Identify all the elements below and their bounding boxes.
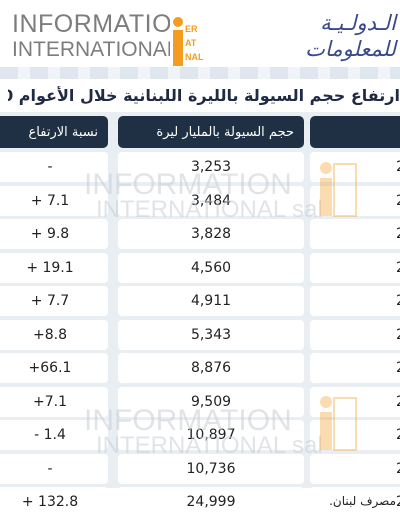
brand-header: INFORMATION INTERNATIONAL sal ER AT NAL … [0,0,400,82]
brand-name-ar: الـدولـيـة للمعلومات [226,10,396,66]
cell-liquidity: 3,828 [118,219,304,249]
column-header-liquidity: حجم السيولة بالمليار ليرة [118,116,304,148]
cell-liquidity: 10,736 [118,454,304,484]
cell-liquidity: 3,484 [118,186,304,216]
cell-liquidity: 8,876 [118,353,304,383]
header-stripe [0,67,400,79]
cell-year: 2 [310,286,400,316]
cell-liquidity: 3,253 [118,152,304,182]
cell-year: 2 [310,454,400,484]
page-title: ارتفاع حجم السيولة بالليرة اللبنانية خلا… [8,86,400,105]
cell-year: 2 [310,353,400,383]
cell-percentage: +66.1 [0,353,108,383]
cell-liquidity: 5,343 [118,320,304,350]
column-header-year [310,116,400,148]
cell-percentage: - [0,454,108,484]
svg-text:AT: AT [185,38,197,48]
svg-text:ER: ER [185,24,198,34]
brand-name-ar-line1: الـدولـيـة [320,11,396,35]
cell-liquidity: 9,509 [118,387,304,417]
cell-percentage: - [0,152,108,182]
source-note: مصرف لبنان. [329,494,396,508]
cell-percentage: + 7.1 [0,186,108,216]
brand-name-en-line1: INFORMATION [12,10,191,38]
cell-percentage: + 132.8 [0,487,108,517]
cell-year: 20 [310,186,400,216]
brand-name-ar-line2: للمعلومات [305,37,396,61]
cell-year: 2 [310,253,400,283]
cell-liquidity: 24,999 [118,487,304,517]
cell-percentage: +8.8 [0,320,108,350]
cell-year: 2 [310,219,400,249]
svg-text:NAL: NAL [185,52,204,62]
brand-logo-icon: ER AT NAL [170,14,210,68]
cell-liquidity: 4,911 [118,286,304,316]
cell-year: 2 [310,320,400,350]
cell-year: 20 [310,487,400,517]
cell-year: 2 [310,420,400,450]
brand-name-en-line2: INTERNATIONAL sal [12,38,211,61]
cell-liquidity: 4,560 [118,253,304,283]
cell-percentage: +7.1 [0,387,108,417]
cell-liquidity: 10,897 [118,420,304,450]
cell-percentage: + 19.1 [0,253,108,283]
cell-year: 2 [310,152,400,182]
column-header-percentage: نسبة الارتفاع [0,116,108,148]
cell-percentage: - 1.4 [0,420,108,450]
cell-year: 2 [310,387,400,417]
cell-percentage: + 7.7 [0,286,108,316]
cell-percentage: + 9.8 [0,219,108,249]
